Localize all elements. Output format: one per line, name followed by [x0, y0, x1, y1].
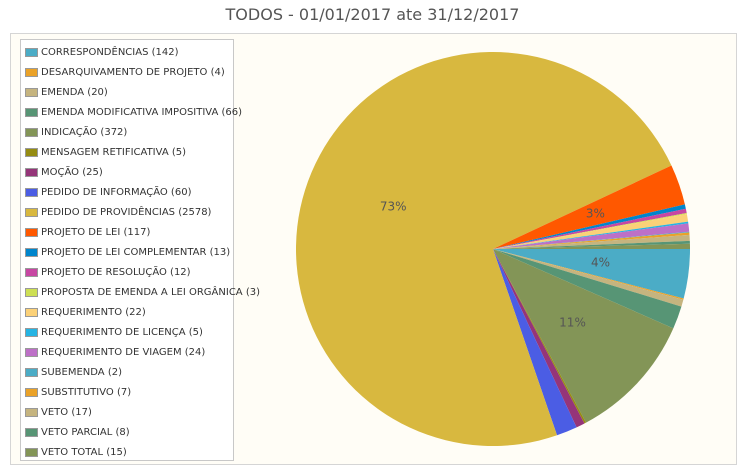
legend-label: VETO TOTAL (15) [41, 447, 127, 459]
legend-item: PROPOSTA DE EMENDA A LEI ORGÂNICA (3) [25, 283, 260, 303]
pie-slice[interactable] [493, 232, 690, 249]
pie-slice[interactable] [493, 213, 689, 249]
legend-item: EMENDA (20) [25, 82, 233, 102]
legend-item: PROJETO DE LEI COMPLEMENTAR (13) [25, 242, 233, 262]
legend-item: INDICAÇÃO (372) [25, 122, 233, 142]
legend-swatch [25, 187, 38, 197]
legend-item: PROJETO DE RESOLUÇÃO (12) [25, 263, 233, 283]
pie-slice[interactable] [493, 165, 685, 249]
legend-item: VETO PARCIAL (8) [25, 423, 233, 443]
legend-swatch [25, 107, 38, 117]
legend-item: VETO (17) [25, 403, 233, 423]
pie-slice[interactable] [493, 243, 690, 249]
legend-swatch [25, 67, 38, 77]
legend-swatch [25, 368, 38, 378]
legend-label: EMENDA (20) [41, 86, 108, 98]
pie-slice[interactable] [493, 208, 687, 249]
legend-swatch [25, 448, 38, 458]
legend-label: SUBSTITUTIVO (7) [41, 387, 132, 399]
legend-item: MOÇÃO (25) [25, 162, 233, 182]
legend-label: SUBEMENDA (2) [41, 367, 122, 379]
slice-percent-label: 4% [591, 256, 610, 270]
pie-slice[interactable] [493, 234, 690, 249]
pie-slice[interactable] [493, 231, 690, 249]
legend-label: REQUERIMENTO (22) [41, 307, 146, 319]
legend-item: SUBSTITUTIVO (7) [25, 383, 233, 403]
legend-item: PROJETO DE LEI (117) [25, 222, 233, 242]
legend-label: VETO (17) [41, 407, 92, 419]
legend-swatch [25, 127, 38, 137]
legend-label: MOÇÃO (25) [41, 166, 103, 178]
pie-slice[interactable] [493, 249, 585, 428]
pie-slice[interactable] [493, 249, 587, 424]
legend-label: EMENDA MODIFICATIVA IMPOSITIVA (66) [41, 106, 243, 118]
legend-swatch [25, 308, 38, 318]
legend-item: MENSAGEM RETIFICATIVA (5) [25, 142, 233, 162]
legend-item: VETO TOTAL (15) [25, 443, 233, 463]
pie-slice[interactable] [296, 51, 672, 447]
legend-label: PROJETO DE LEI (117) [41, 226, 151, 238]
chart-title: TODOS - 01/01/2017 ate 31/12/2017 [225, 5, 520, 24]
legend-item: REQUERIMENTO (22) [25, 303, 233, 323]
pie-slice[interactable] [493, 249, 684, 307]
legend-label: PEDIDO DE INFORMAÇÃO (60) [41, 186, 192, 198]
legend-item: REQUERIMENTO DE VIAGEM (24) [25, 343, 233, 363]
legend-label: CORRESPONDÊNCIAS (142) [41, 46, 179, 58]
legend-item: EMENDA MODIFICATIVA IMPOSITIVA (66) [25, 102, 242, 122]
legend-item: SUBEMENDA (2) [25, 363, 233, 383]
pie-slice[interactable] [493, 249, 674, 423]
pie-slice[interactable] [493, 221, 689, 249]
legend-item: CORRESPONDÊNCIAS (142) [25, 42, 233, 62]
legend-label: REQUERIMENTO DE VIAGEM (24) [41, 347, 206, 359]
legend-swatch [25, 428, 38, 438]
legend: CORRESPONDÊNCIAS (142) DESARQUIVAMENTO DE… [20, 39, 260, 463]
legend-label: PROPOSTA DE EMENDA A LEI ORGÂNICA (3) [41, 287, 260, 299]
legend-label: DESARQUIVAMENTO DE PROJETO (4) [41, 66, 225, 78]
legend-swatch [25, 288, 38, 298]
legend-swatch [25, 408, 38, 418]
pie-slice[interactable] [493, 249, 684, 300]
legend-swatch [25, 167, 38, 177]
legend-swatch [25, 388, 38, 398]
pie-slice[interactable] [493, 249, 690, 299]
legend-swatch [25, 348, 38, 358]
legend-swatch [25, 47, 38, 57]
legend-swatch [25, 87, 38, 97]
pie-slice[interactable] [493, 223, 690, 249]
pie-slice[interactable] [493, 249, 577, 436]
legend-label: PROJETO DE RESOLUÇÃO (12) [41, 267, 191, 279]
legend-label: REQUERIMENTO DE LICENÇA (5) [41, 327, 203, 339]
legend-item: DESARQUIVAMENTO DE PROJETO (4) [25, 62, 233, 82]
legend-label: PEDIDO DE PROVIDÊNCIAS (2578) [41, 206, 212, 218]
pie-slice[interactable] [493, 204, 686, 249]
slice-percent-label: 11% [559, 316, 586, 330]
legend-label: PROJETO DE LEI COMPLEMENTAR (13) [41, 246, 231, 258]
pie-slice[interactable] [493, 212, 687, 249]
legend-swatch [25, 207, 38, 217]
slice-percent-label: 3% [586, 207, 605, 221]
legend-swatch [25, 147, 38, 157]
legend-item: REQUERIMENTO DE LICENÇA (5) [25, 323, 233, 343]
legend-label: MENSAGEM RETIFICATIVA (5) [41, 146, 187, 158]
slice-percent-label: 73% [380, 200, 407, 214]
pie-slice[interactable] [493, 249, 682, 329]
legend-swatch [25, 247, 38, 257]
pie-slice[interactable] [493, 240, 690, 249]
legend-swatch [25, 328, 38, 338]
legend-swatch [25, 268, 38, 278]
legend-item: PEDIDO DE PROVIDÊNCIAS (2578) [25, 202, 233, 222]
legend-swatch [25, 227, 38, 237]
legend-label: INDICAÇÃO (372) [41, 126, 128, 138]
legend-label: VETO PARCIAL (8) [41, 427, 130, 439]
legend-item: PEDIDO DE INFORMAÇÃO (60) [25, 182, 233, 202]
